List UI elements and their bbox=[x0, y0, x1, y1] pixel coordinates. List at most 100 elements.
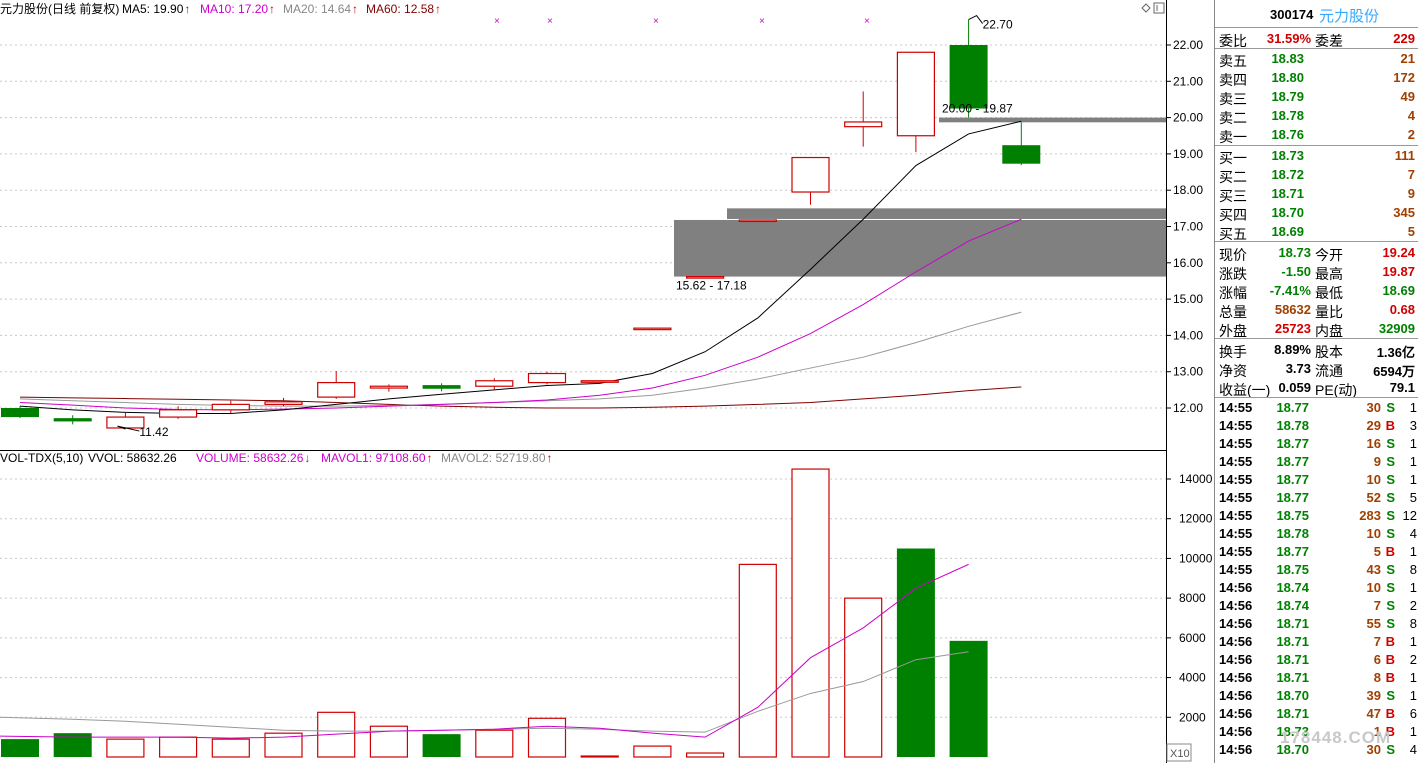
tick-row: 14:55 18.77 9 S 1 bbox=[1215, 453, 1418, 471]
candle-body bbox=[264, 401, 303, 405]
ask-label: 卖五 bbox=[1219, 53, 1247, 69]
tick-count: 4 bbox=[1409, 742, 1417, 757]
bid-label: 买三 bbox=[1219, 188, 1247, 204]
kline-chart-svg[interactable]: 22.00 21.00 20.00 19.00 18.00 17.00 16.00 15.00… bbox=[0, 0, 1214, 763]
panel-separator bbox=[1215, 145, 1418, 146]
tick-side: S bbox=[1386, 688, 1395, 703]
multiplier-box bbox=[1166, 743, 1192, 762]
ask-price: 18.80 bbox=[1271, 70, 1304, 85]
tick-row: 14:56 18.71 47 B 6 bbox=[1215, 705, 1418, 723]
weicha-label: 委差 bbox=[1315, 33, 1343, 49]
bid-label: 买四 bbox=[1219, 207, 1247, 223]
quote-value: 19.87 bbox=[1382, 264, 1415, 279]
fin-label: PE(动) bbox=[1315, 382, 1357, 398]
annotation-pointer bbox=[117, 425, 140, 432]
bid-volume: 111 bbox=[1394, 148, 1415, 163]
tick-time: 14:55 bbox=[1219, 400, 1253, 415]
tick-volume: 1 bbox=[1373, 724, 1381, 739]
tick-volume: 39 bbox=[1366, 688, 1381, 703]
tick-price: 18.78 bbox=[1276, 418, 1309, 433]
tick-count: 2 bbox=[1409, 598, 1417, 613]
volume-bar bbox=[264, 732, 303, 758]
tick-row: 14:55 18.75 43 S 8 bbox=[1215, 561, 1418, 579]
tick-time: 14:55 bbox=[1219, 436, 1253, 451]
stock-title: 元力股份(日线 前复权) bbox=[0, 1, 119, 16]
quote-value: 25723 bbox=[1274, 321, 1311, 336]
quote-row: 收益(一) 0.059 PE(动) 79.1 bbox=[1215, 378, 1418, 398]
tick-count: 1 bbox=[1409, 472, 1417, 487]
tick-price: 18.77 bbox=[1276, 490, 1309, 505]
price-tick-label: 13.00 bbox=[1173, 365, 1203, 379]
tick-side: B bbox=[1385, 706, 1395, 721]
volume-bar bbox=[844, 597, 883, 758]
quote-label: 涨跌 bbox=[1219, 266, 1247, 282]
tick-price: 18.70 bbox=[1276, 742, 1309, 757]
candle-body bbox=[844, 121, 883, 128]
tick-volume: 9 bbox=[1373, 454, 1381, 469]
candle-body bbox=[633, 327, 672, 331]
tick-price: 18.78 bbox=[1276, 526, 1309, 541]
quote-row: 买一 18.73 111 bbox=[1215, 146, 1418, 166]
fin-value: 6594万 bbox=[1373, 364, 1415, 379]
ask-volume: 21 bbox=[1400, 51, 1415, 66]
tick-count: 1 bbox=[1409, 634, 1417, 649]
up-arrow-icon: ↑ bbox=[269, 2, 275, 16]
tick-time: 14:56 bbox=[1219, 616, 1253, 631]
ma60-line bbox=[19, 386, 1022, 409]
tick-side: S bbox=[1386, 436, 1395, 451]
bid-price: 18.71 bbox=[1271, 186, 1304, 201]
multiplier-label: X10 bbox=[1170, 748, 1190, 760]
tick-price: 18.71 bbox=[1276, 670, 1309, 685]
tick-price: 18.77 bbox=[1276, 400, 1309, 415]
candle-body bbox=[896, 51, 936, 137]
tick-row: 14:55 18.77 52 S 5 bbox=[1215, 489, 1418, 507]
candle-body bbox=[317, 381, 356, 398]
volume-bar bbox=[475, 729, 514, 758]
low-annotation: 11.42 bbox=[139, 425, 168, 439]
window-button-icon bbox=[1153, 2, 1165, 14]
up-arrow-icon: ↑ bbox=[184, 2, 190, 16]
volume-bar bbox=[685, 752, 725, 758]
quote-label: 总量 bbox=[1219, 304, 1247, 320]
tick-side: S bbox=[1386, 472, 1395, 487]
tick-price: 18.75 bbox=[1276, 562, 1309, 577]
bid-price: 18.73 bbox=[1271, 148, 1304, 163]
ask-label: 卖三 bbox=[1219, 91, 1247, 107]
tick-volume: 55 bbox=[1366, 616, 1381, 631]
tick-volume: 30 bbox=[1366, 742, 1381, 757]
tick-side: S bbox=[1386, 616, 1395, 631]
quote-value: 0.68 bbox=[1389, 302, 1415, 317]
tick-row: 14:55 18.77 30 S 1 bbox=[1215, 399, 1418, 417]
price-tick-label: 21.00 bbox=[1173, 74, 1203, 88]
stock-name: 元力股份 bbox=[1319, 8, 1380, 25]
tick-row: 14:55 18.77 10 S 1 bbox=[1215, 471, 1418, 489]
quote-row: 买五 18.69 5 bbox=[1215, 222, 1418, 242]
tick-price: 18.71 bbox=[1276, 652, 1309, 667]
fin-value: 8.89% bbox=[1274, 342, 1311, 357]
tick-side: S bbox=[1386, 526, 1395, 541]
tick-volume: 10 bbox=[1366, 526, 1381, 541]
quote-row: 买三 18.71 9 bbox=[1215, 184, 1418, 204]
volume-tick-label: 8000 bbox=[1179, 591, 1206, 605]
tick-side: B bbox=[1385, 544, 1395, 559]
bid-label: 买五 bbox=[1219, 226, 1247, 242]
tick-price: 18.71 bbox=[1276, 706, 1309, 721]
tick-side: S bbox=[1386, 400, 1395, 415]
ask-volume: 172 bbox=[1393, 70, 1415, 85]
tick-count: 2 bbox=[1409, 652, 1417, 667]
tick-volume: 5 bbox=[1373, 544, 1381, 559]
up-arrow-icon: ↑ bbox=[435, 2, 441, 16]
tick-price: 18.71 bbox=[1276, 616, 1309, 631]
tick-count: 12 bbox=[1402, 508, 1417, 523]
kline-chart-area[interactable]: 22.00 21.00 20.00 19.00 18.00 17.00 16.00 15.00… bbox=[0, 0, 1213, 763]
quote-label: 现价 bbox=[1219, 247, 1247, 263]
tick-time: 14:55 bbox=[1219, 526, 1253, 541]
tick-price: 18.70 bbox=[1276, 688, 1309, 703]
volume-tick-label: 6000 bbox=[1179, 631, 1206, 645]
fin-value: 79.1 bbox=[1389, 380, 1415, 395]
tick-row: 14:56 18.71 8 B 1 bbox=[1215, 669, 1418, 687]
tick-price: 18.77 bbox=[1276, 454, 1309, 469]
tick-time: 14:56 bbox=[1219, 652, 1253, 667]
tick-time: 14:55 bbox=[1219, 544, 1253, 559]
quote-row: 总量 58632 量比 0.68 bbox=[1215, 300, 1418, 320]
